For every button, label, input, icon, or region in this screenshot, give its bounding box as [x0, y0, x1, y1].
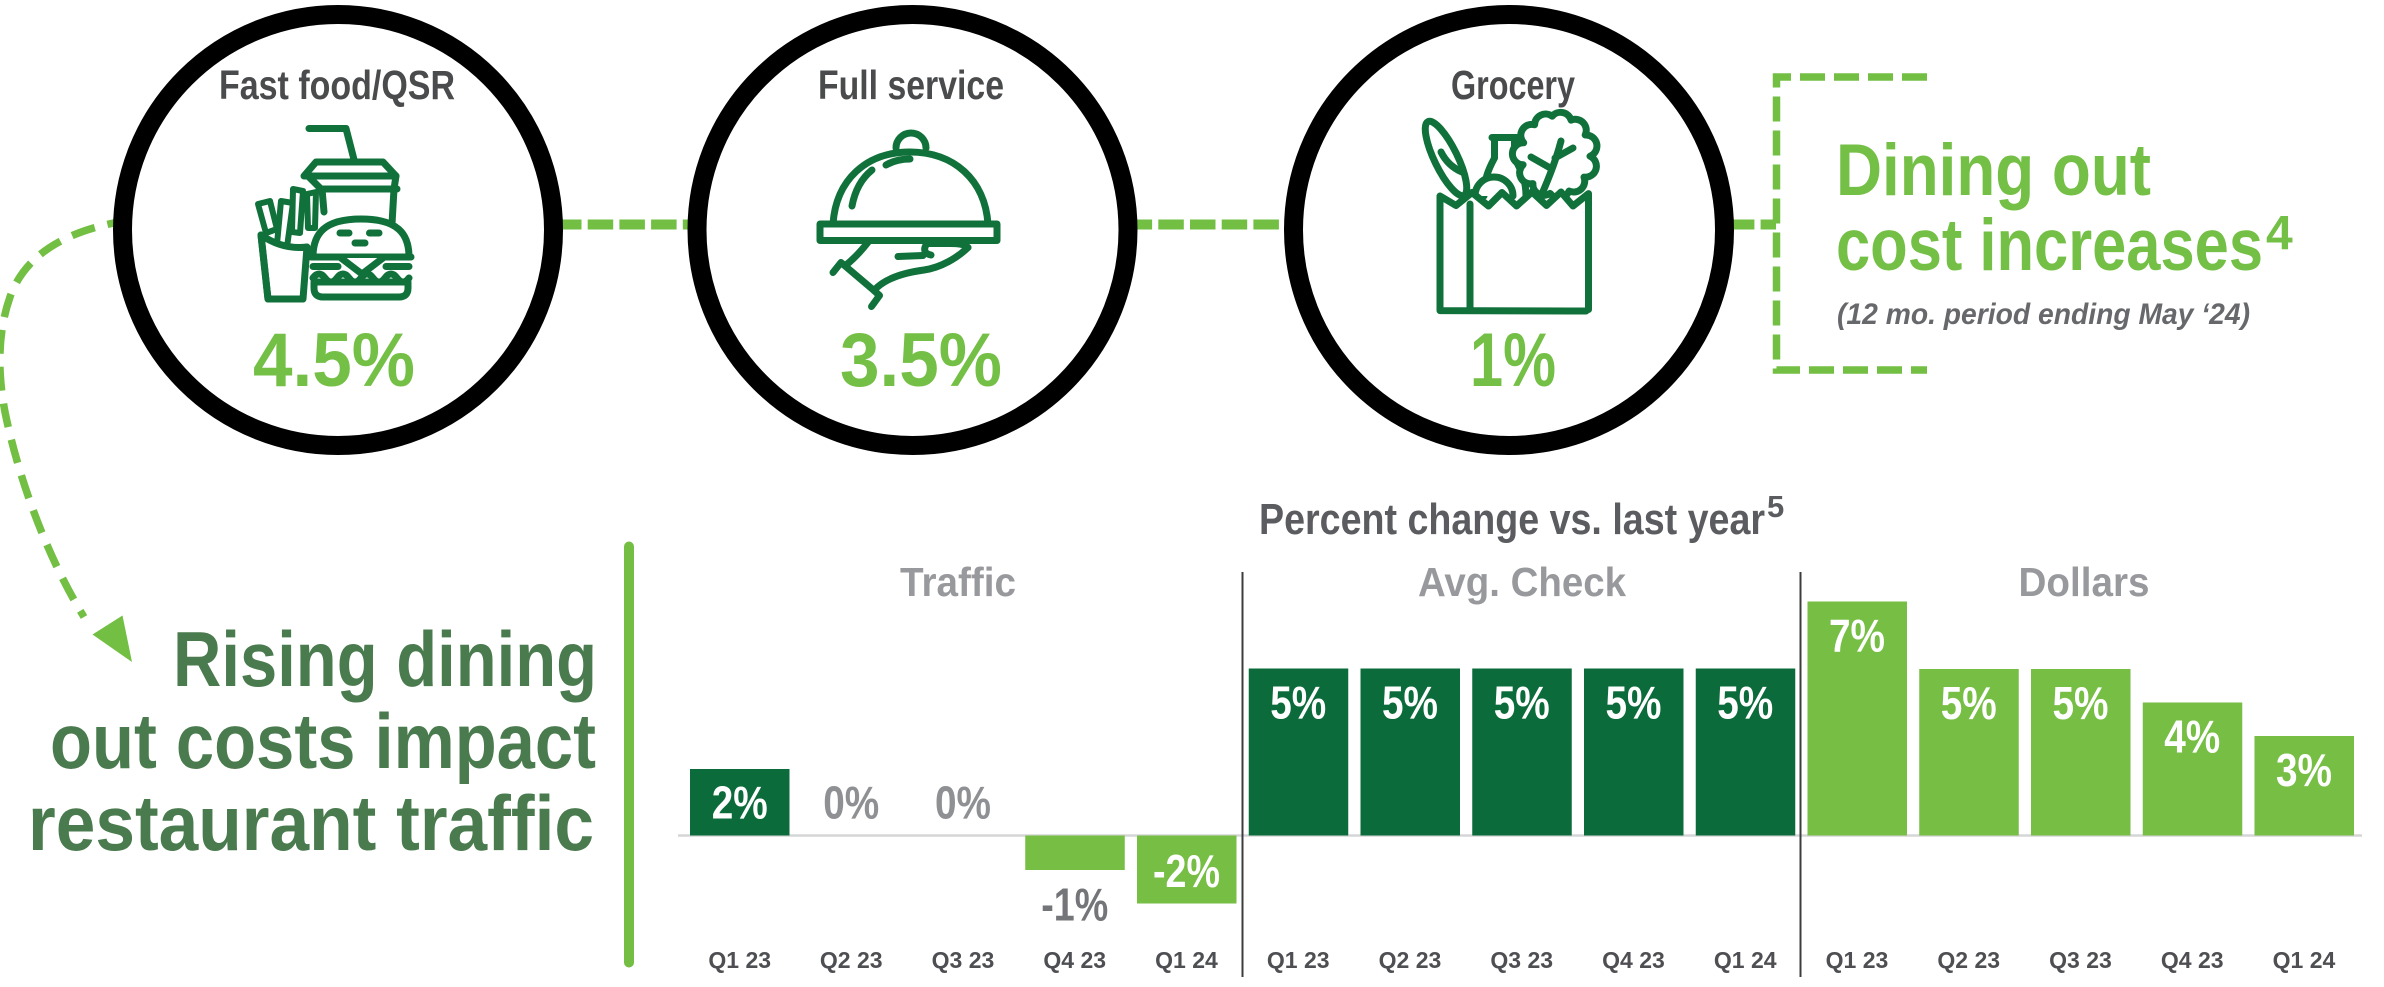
svg-text:1%: 1%: [1470, 318, 1556, 403]
svg-text:Traffic: Traffic: [900, 559, 1016, 605]
svg-text:Avg. Check: Avg. Check: [1418, 559, 1626, 605]
svg-text:Q1 23: Q1 23: [708, 947, 771, 973]
svg-text:4%: 4%: [2164, 711, 2220, 763]
svg-text:5%: 5%: [1606, 677, 1662, 729]
svg-text:0%: 0%: [823, 777, 879, 829]
svg-text:5%: 5%: [1270, 677, 1326, 729]
svg-text:out costs impact: out costs impact: [50, 697, 596, 785]
svg-text:5%: 5%: [1382, 677, 1438, 729]
svg-text:Q4 23: Q4 23: [1602, 947, 1665, 973]
svg-text:3.5%: 3.5%: [840, 318, 1002, 403]
svg-text:5%: 5%: [1717, 677, 1773, 729]
svg-text:5: 5: [1767, 489, 1784, 524]
svg-text:Q3 23: Q3 23: [1490, 947, 1553, 973]
svg-text:Dollars: Dollars: [2019, 559, 2150, 605]
svg-text:Q1 24: Q1 24: [2273, 947, 2336, 973]
svg-text:Full service: Full service: [818, 62, 1004, 108]
svg-text:Q1 24: Q1 24: [1155, 947, 1218, 973]
svg-text:Q2 23: Q2 23: [1379, 947, 1442, 973]
svg-text:restaurant traffic: restaurant traffic: [28, 779, 594, 867]
svg-text:(12 mo. period ending May ‘24): (12 mo. period ending May ‘24): [1837, 298, 2250, 331]
svg-text:Q1 23: Q1 23: [1267, 947, 1330, 973]
svg-text:Q3 23: Q3 23: [932, 947, 995, 973]
svg-text:Dining out: Dining out: [1836, 130, 2151, 211]
svg-text:Q2 23: Q2 23: [1937, 947, 2000, 973]
svg-text:4: 4: [2266, 208, 2293, 261]
svg-text:-2%: -2%: [1153, 845, 1220, 897]
svg-text:Q2 23: Q2 23: [820, 947, 883, 973]
svg-text:0%: 0%: [935, 777, 991, 829]
svg-text:Fast food/QSR: Fast food/QSR: [219, 62, 455, 108]
svg-text:-1%: -1%: [1041, 879, 1108, 931]
svg-text:Rising dining: Rising dining: [173, 615, 597, 703]
svg-text:5%: 5%: [1941, 677, 1997, 729]
svg-text:Q1 23: Q1 23: [1826, 947, 1889, 973]
svg-text:3%: 3%: [2276, 744, 2332, 796]
svg-text:Q1 24: Q1 24: [1714, 947, 1777, 973]
svg-text:Q3 23: Q3 23: [2049, 947, 2112, 973]
svg-text:cost increases: cost increases: [1836, 205, 2263, 286]
svg-text:Percent change vs. last year: Percent change vs. last year: [1259, 495, 1765, 544]
svg-text:5%: 5%: [1494, 677, 1550, 729]
svg-text:4.5%: 4.5%: [253, 318, 415, 403]
svg-text:7%: 7%: [1829, 610, 1885, 662]
svg-text:Q4 23: Q4 23: [2161, 947, 2224, 973]
svg-text:Q4 23: Q4 23: [1043, 947, 1106, 973]
svg-text:2%: 2%: [712, 777, 768, 829]
svg-text:Grocery: Grocery: [1451, 62, 1575, 108]
svg-text:5%: 5%: [2053, 677, 2109, 729]
